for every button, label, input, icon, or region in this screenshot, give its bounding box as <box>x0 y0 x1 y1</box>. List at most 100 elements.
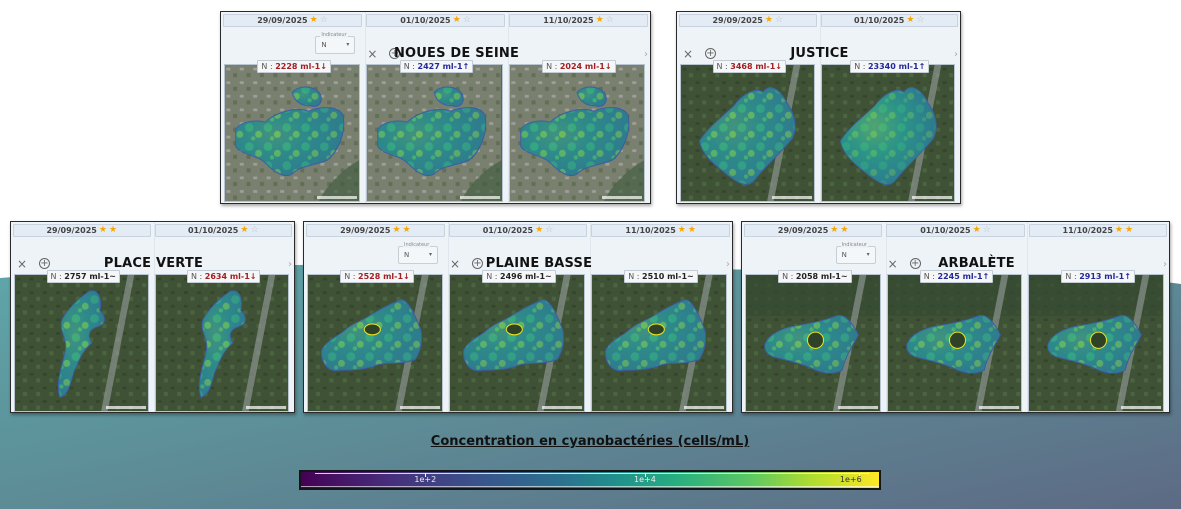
lake-map[interactable] <box>508 64 645 202</box>
indicator-label: Indicateur <box>320 32 348 38</box>
indicator-select[interactable]: Indicateur N ▾ <box>398 242 438 264</box>
lake-map[interactable] <box>449 274 585 412</box>
date-tab[interactable]: 11/10/2025 ★ ★ <box>591 224 731 237</box>
star-filled-icon[interactable]: ★ <box>840 225 849 235</box>
date-tab[interactable]: 29/09/2025 ★ ★ <box>306 224 445 237</box>
chevron-right-icon[interactable]: › <box>288 259 292 270</box>
badge-prefix: N : <box>344 272 359 281</box>
star-filled-icon[interactable]: ★ <box>595 15 604 25</box>
colorbar-tick <box>425 473 427 477</box>
lake-map[interactable] <box>154 274 289 412</box>
colorbar-tick <box>644 473 646 477</box>
star-filled-icon[interactable]: ★ <box>240 225 249 235</box>
add-circle-icon[interactable]: + <box>39 258 50 269</box>
star-empty-icon[interactable]: ☆ <box>982 225 991 235</box>
indicator-select[interactable]: Indicateur N ▾ <box>315 32 356 54</box>
star-empty-icon[interactable]: ☆ <box>462 15 471 25</box>
add-circle-icon[interactable]: + <box>909 258 921 269</box>
grid-line <box>819 12 821 203</box>
star-filled-icon[interactable]: ★ <box>1114 225 1123 235</box>
star-empty-icon[interactable]: ☆ <box>774 15 784 25</box>
concentration-badge: N : 2427 ml-1↑ <box>399 60 474 73</box>
chevron-right-icon[interactable]: › <box>644 49 648 60</box>
lake-map[interactable] <box>224 64 361 202</box>
lake-map[interactable] <box>886 274 1023 412</box>
star-filled-icon[interactable]: ★ <box>392 225 401 235</box>
lake-map[interactable] <box>366 64 503 202</box>
star-filled-icon[interactable]: ★ <box>764 15 773 25</box>
chevron-right-icon[interactable]: › <box>954 49 958 60</box>
colorbar-tick-label: 1e+4 <box>634 475 656 484</box>
add-circle-icon[interactable]: + <box>389 48 401 59</box>
date-tab[interactable]: 11/10/2025 ★ ☆ <box>509 14 648 27</box>
star-filled-icon[interactable]: ★ <box>309 15 318 25</box>
date-tab[interactable]: 29/09/2025 ★ ☆ <box>679 14 817 27</box>
date-tab[interactable]: 01/10/2025 ★ ☆ <box>886 224 1025 237</box>
grid-line <box>1027 222 1029 412</box>
date-tab[interactable]: 01/10/2025 ★ ☆ <box>820 14 958 27</box>
map-attribution <box>684 406 724 409</box>
close-icon[interactable]: × <box>887 257 898 271</box>
badge-value: 2245 ml-1 <box>937 272 983 281</box>
star-filled-icon[interactable]: ★ <box>108 225 118 235</box>
grid-line <box>507 12 509 203</box>
date-label: 01/10/2025 <box>482 226 534 235</box>
star-filled-icon[interactable]: ★ <box>402 225 411 235</box>
site-panel-noues-de-seine: 29/09/2025 ★ ☆ 01/10/2025 ★ ☆ 11/10/2025 ★ ☆ Indi… <box>220 11 651 204</box>
date-tab[interactable]: 01/10/2025 ★ ☆ <box>154 224 292 237</box>
panel-toolbar: Indicateur N ▾ × + ARBALÈTE › <box>742 239 1169 279</box>
arrow-down-icon: ↓ <box>403 272 410 281</box>
add-circle-icon[interactable]: + <box>472 258 483 269</box>
close-icon[interactable]: × <box>683 47 694 61</box>
close-icon[interactable]: × <box>367 47 378 61</box>
date-tab[interactable]: 29/09/2025 ★ ☆ <box>223 14 362 27</box>
date-tab[interactable]: 01/10/2025 ★ ☆ <box>366 14 505 27</box>
chevron-right-icon[interactable]: › <box>726 259 730 270</box>
star-filled-icon[interactable]: ★ <box>98 225 107 235</box>
star-empty-icon[interactable]: ☆ <box>250 225 259 235</box>
star-empty-icon[interactable]: ☆ <box>319 15 328 25</box>
star-empty-icon[interactable]: ☆ <box>545 225 554 235</box>
star-filled-icon[interactable]: ★ <box>1125 225 1134 235</box>
chevron-right-icon[interactable]: › <box>1163 259 1167 270</box>
chevron-down-icon: ▾ <box>346 41 350 48</box>
badge-prefix: N : <box>923 272 938 281</box>
site-panel-justice: 29/09/2025 ★ ☆ 01/10/2025 ★ ☆ × + JUSTICE › N : 3… <box>676 11 961 204</box>
arrow-down-icon: ↓ <box>320 62 327 71</box>
star-empty-icon[interactable]: ☆ <box>605 15 614 25</box>
star-filled-icon[interactable]: ★ <box>972 225 981 235</box>
close-icon[interactable]: × <box>17 257 28 271</box>
star-filled-icon[interactable]: ★ <box>452 15 461 25</box>
tilde-stable-icon: ~ <box>840 272 848 281</box>
map-attribution <box>601 196 642 199</box>
concentration-badge: N : 2024 ml-1↓ <box>542 60 616 73</box>
lake-map[interactable] <box>14 274 149 412</box>
star-filled-icon[interactable]: ★ <box>677 225 686 235</box>
lake-map[interactable] <box>745 274 881 412</box>
close-icon[interactable]: × <box>450 257 461 271</box>
site-title: PLAINE BASSE <box>485 256 593 271</box>
colorbar-topline <box>315 473 869 474</box>
lake-map[interactable] <box>1028 274 1164 412</box>
add-circle-icon[interactable]: + <box>705 48 716 59</box>
lake-map[interactable] <box>307 274 443 412</box>
lake-map[interactable] <box>820 64 955 202</box>
arrow-up-icon: ↑ <box>918 62 926 71</box>
date-tabs: 29/09/2025 ★ ★ 01/10/2025 ★ ☆ <box>13 224 292 237</box>
star-filled-icon[interactable]: ★ <box>535 225 544 235</box>
date-tab[interactable]: 29/09/2025 ★ ★ <box>13 224 151 237</box>
date-tab[interactable]: 11/10/2025 ★ ★ <box>1028 224 1167 237</box>
indicator-label: Indicateur <box>840 242 868 248</box>
arrow-up-icon: ↑ <box>1124 272 1131 281</box>
date-tab[interactable]: 01/10/2025 ★ ☆ <box>448 224 588 237</box>
map-attribution <box>837 406 878 409</box>
indicator-select[interactable]: Indicateur N ▾ <box>835 242 876 264</box>
date-tab[interactable]: 29/09/2025 ★ ★ <box>744 224 883 237</box>
lake-map[interactable] <box>591 274 727 412</box>
star-filled-icon[interactable]: ★ <box>687 225 696 235</box>
star-filled-icon[interactable]: ★ <box>830 225 839 235</box>
star-empty-icon[interactable]: ☆ <box>916 15 925 25</box>
tilde-stable-icon: ~ <box>687 272 694 281</box>
lake-map[interactable] <box>680 64 815 202</box>
star-filled-icon[interactable]: ★ <box>906 15 915 25</box>
